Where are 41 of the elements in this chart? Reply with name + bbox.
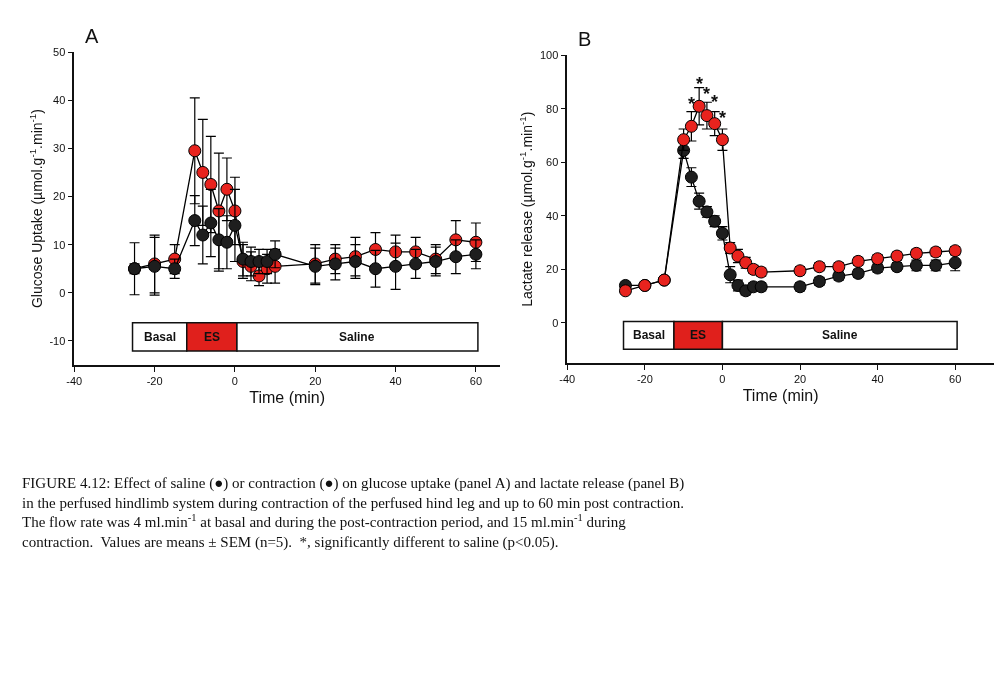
annotation: * <box>696 74 704 94</box>
x-tick-label: 20 <box>793 372 807 385</box>
x-tick-label: -20 <box>146 374 163 387</box>
y-tick-label: 40 <box>53 94 66 107</box>
x-axis-title: Time (min) <box>249 389 326 407</box>
x-tick-label: 0 <box>719 372 726 385</box>
band-label: Basal <box>633 328 666 342</box>
x-tick-label: -40 <box>66 374 83 387</box>
text: FIGURE 4.12: Effect of saline (●) or contraction (●) on glucose uptake (panel A) and lactate release (panel B) in the perfused hindlimb system during contraction of the perfused hind leg and up to 60 min post contraction. The flow rate was 4 ml.min$^{-1}$ at basal and during the post-contraction period, and 15 ml.min$^{-1}$ during contraction. Values are means ± SEM (n=5). *, significantly different to saline (p<0.05). <box>22 475 685 550</box>
y-tick-label: 20 <box>53 190 66 203</box>
x-tick-label: 20 <box>309 374 322 387</box>
x-tick-label: -40 <box>559 372 576 385</box>
y-tick-label: 30 <box>53 142 66 155</box>
annotation: * <box>719 108 727 128</box>
band-label: Saline <box>822 328 858 342</box>
band-label: Saline <box>339 330 375 344</box>
y-tick-label: 0 <box>59 286 66 299</box>
annotation: * <box>711 92 719 112</box>
y-tick-label: 10 <box>53 238 66 251</box>
chart-title: B <box>578 28 592 50</box>
y-tick-label: 100 <box>539 49 559 62</box>
y-tick-label: 50 <box>53 45 66 58</box>
x-tick-label: -20 <box>636 372 653 385</box>
x-tick-label: 0 <box>231 374 238 387</box>
x-tick-label: 60 <box>469 374 483 387</box>
x-axis-title: Time (min) <box>742 387 819 405</box>
y-tick-label: 80 <box>546 102 559 115</box>
y-tick-label: 20 <box>546 263 559 276</box>
chart-title: A <box>85 25 99 47</box>
band-label: Basal <box>144 330 177 344</box>
annotation: * <box>703 84 711 104</box>
x-tick-label: 60 <box>949 372 962 385</box>
y-tick-label: -10 <box>49 334 66 347</box>
band-label: ES <box>690 328 707 342</box>
x-tick-label: 40 <box>871 372 884 385</box>
y-tick-label: 40 <box>546 209 559 222</box>
y-tick-label: 0 <box>552 316 559 329</box>
annotation: * <box>688 94 696 114</box>
y-tick-label: 60 <box>546 156 559 169</box>
band-label: ES <box>204 330 221 344</box>
x-tick-label: 40 <box>389 374 402 387</box>
